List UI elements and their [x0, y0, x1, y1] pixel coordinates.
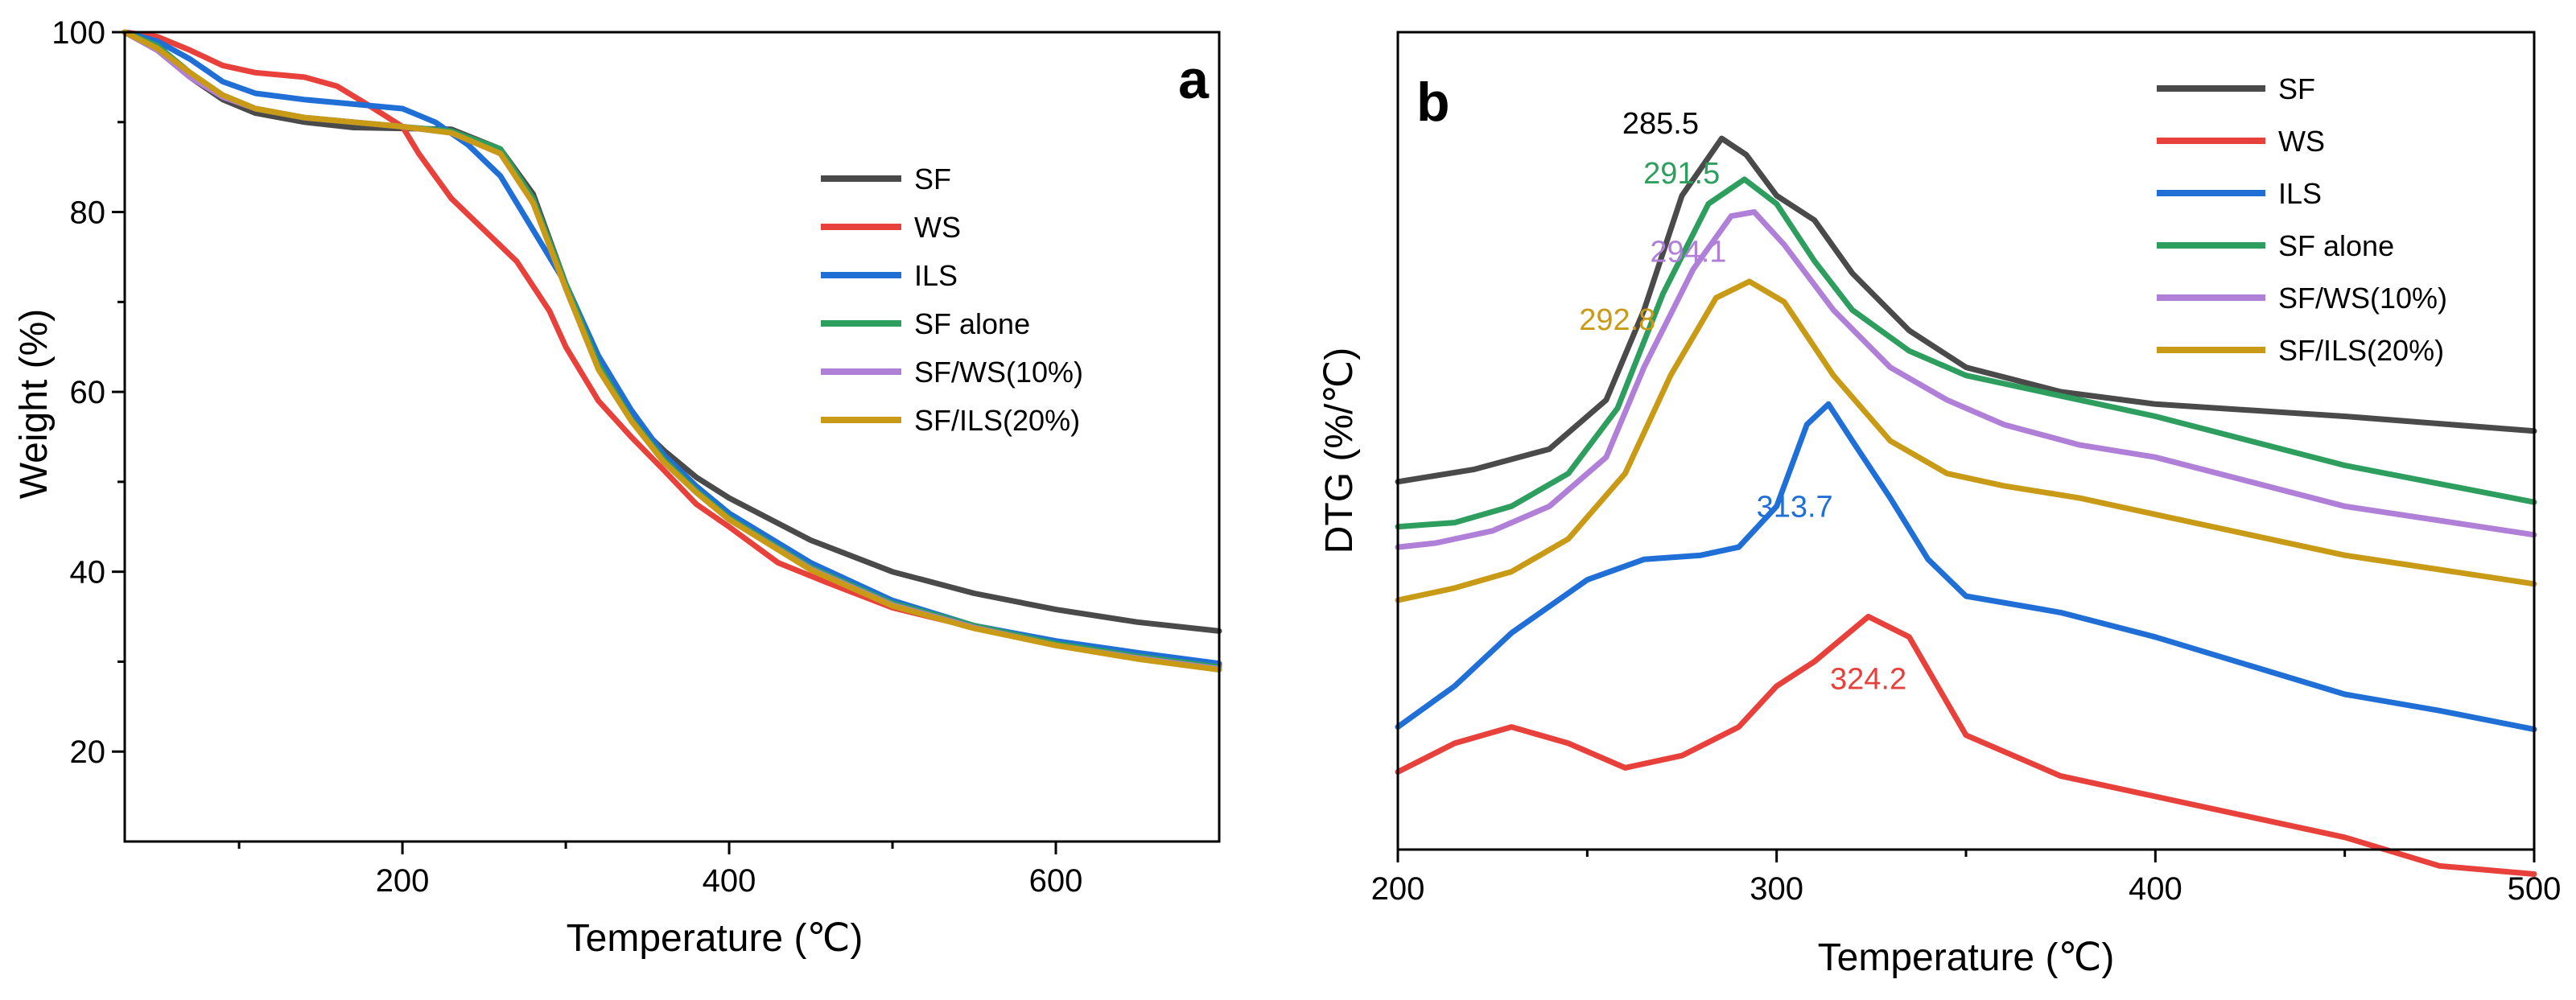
peak-label: 291.5 — [1643, 157, 1720, 191]
panel-b-legend: SF WS ILS SF alone SF/WS(10%) SF/ILS(20%) — [2157, 72, 2447, 367]
panel-b-peak-labels: 285.5 324.2 313.7 291.5 294.1 292.8 — [1579, 107, 1906, 696]
panel-b-lines — [1395, 135, 2537, 877]
series-line-3 — [122, 29, 1222, 670]
panel-a-ticks: 200 400 600 20 40 60 80 100 — [52, 15, 1082, 899]
legend-label: SF — [2278, 72, 2315, 105]
legend-label: WS — [914, 211, 961, 244]
series-line-4 — [122, 29, 1222, 672]
legend-label: SF — [914, 163, 951, 195]
peak-label: 324.2 — [1830, 662, 1906, 696]
x-tick-label: 500 — [2508, 871, 2562, 907]
legend-label: SF/ILS(20%) — [2278, 334, 2444, 367]
legend-label: WS — [2278, 125, 2325, 158]
panel-b-frame — [1396, 31, 2536, 851]
panel-a-legend: SF WS ILS SF alone SF/WS(10%) SF/ILS(20%) — [821, 163, 1083, 437]
panel-a-lines — [122, 29, 1222, 673]
legend-label: ILS — [914, 259, 958, 292]
y-tick-label: 80 — [70, 195, 106, 231]
panel-a-frame — [123, 31, 1221, 843]
panel-b-x-axis-title: Temperature (℃) — [1818, 936, 2115, 979]
series-line-5 — [122, 29, 1222, 673]
legend-label: SF/WS(10%) — [914, 356, 1083, 389]
y-tick-label: 100 — [52, 15, 105, 51]
series-line-3 — [1395, 176, 2537, 530]
peak-label: 313.7 — [1757, 490, 1833, 524]
x-tick-label: 600 — [1029, 863, 1083, 899]
y-tick-label: 20 — [70, 735, 106, 770]
legend-label: SF alone — [914, 307, 1030, 340]
peak-label: 294.1 — [1650, 236, 1726, 270]
series-line-2 — [1395, 401, 2537, 733]
series-line-1 — [1395, 613, 2537, 877]
x-tick-label: 200 — [1371, 871, 1425, 907]
series-line-4 — [1395, 209, 2537, 550]
legend-label: SF alone — [2278, 229, 2394, 262]
peak-label: 285.5 — [1622, 107, 1699, 141]
series-line-0 — [122, 29, 1222, 634]
panel-a-letter: a — [1178, 49, 1210, 110]
x-tick-label: 300 — [1750, 871, 1803, 907]
panel-b: 200 300 400 500 b Temperature (℃) DTG (%/℃)… — [1318, 31, 2562, 979]
series-line-1 — [122, 29, 1222, 669]
panel-a: 200 400 600 20 40 60 80 100 a Temperature (℃) W… — [13, 15, 1222, 960]
panel-a-y-axis-title: Weight (%) — [13, 309, 56, 500]
legend-label: SF/WS(10%) — [2278, 282, 2447, 315]
panel-b-letter: b — [1416, 72, 1450, 133]
legend-label: ILS — [2278, 177, 2322, 210]
x-tick-label: 200 — [376, 863, 430, 899]
panel-a-x-axis-title: Temperature (℃) — [567, 917, 863, 960]
x-tick-label: 400 — [703, 863, 756, 899]
peak-label: 292.8 — [1579, 303, 1655, 337]
series-line-0 — [1395, 135, 2537, 485]
panel-b-ticks: 200 300 400 500 — [1371, 850, 2562, 907]
x-tick-label: 400 — [2129, 871, 2182, 907]
legend-label: SF/ILS(20%) — [914, 404, 1080, 437]
series-line-2 — [122, 29, 1222, 667]
y-tick-label: 40 — [70, 555, 106, 591]
series-line-5 — [1395, 278, 2537, 603]
y-tick-label: 60 — [70, 375, 106, 410]
panel-b-y-axis-title: DTG (%/℃) — [1318, 348, 1361, 554]
